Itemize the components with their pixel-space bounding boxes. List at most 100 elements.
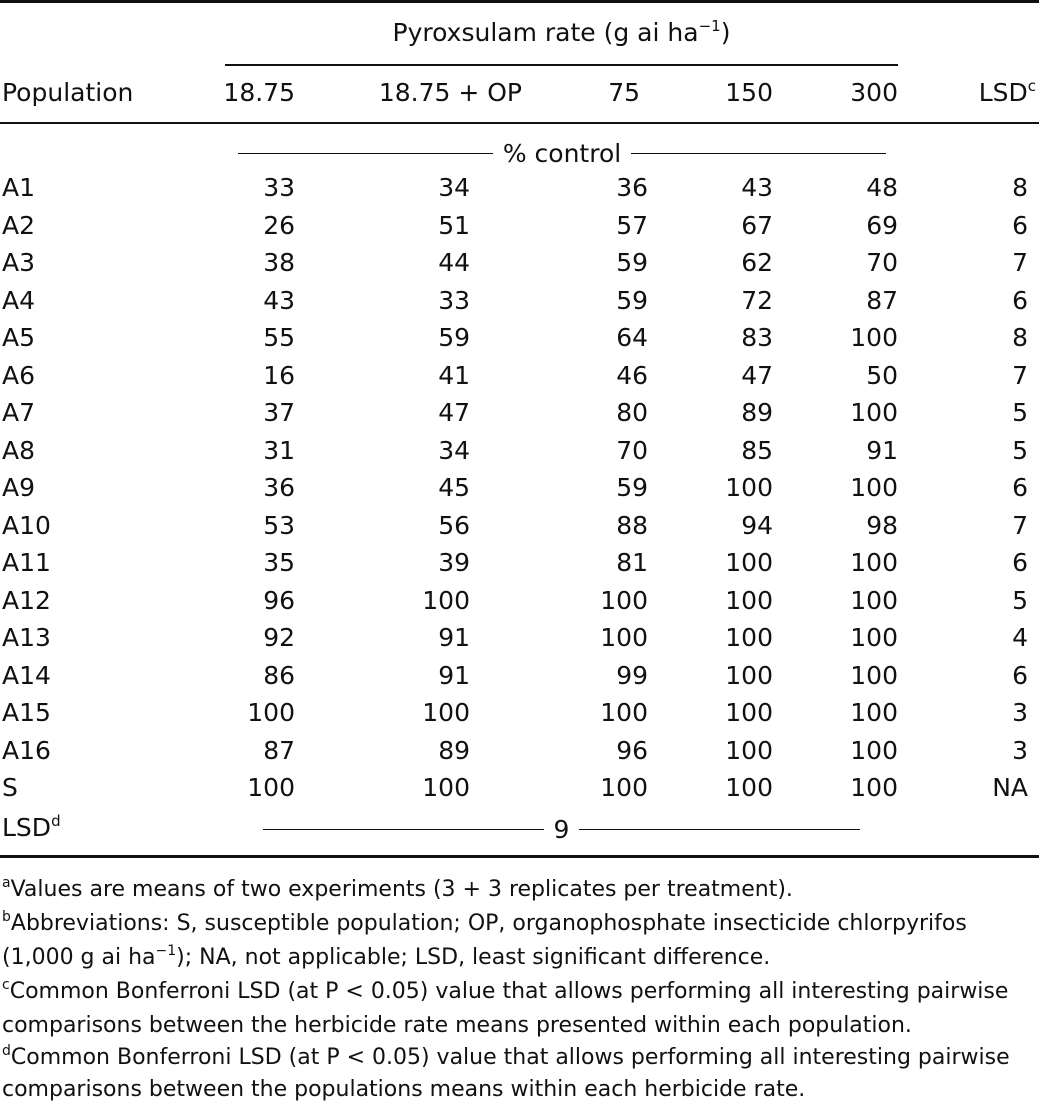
value-cell: 92: [263, 623, 295, 652]
header-lsd: LSDc: [978, 76, 1036, 107]
value-cell: 89: [438, 735, 470, 765]
header-population: Population: [2, 78, 134, 107]
value-cell: 16: [263, 360, 295, 390]
value-cell: 100: [850, 735, 898, 765]
dash-right: [579, 828, 860, 830]
value-cell: 100: [600, 585, 648, 615]
value-cell: 86: [263, 660, 295, 690]
value-cell: 100: [725, 473, 773, 502]
value-cell: 59: [616, 285, 648, 315]
value-cell: 55: [263, 323, 295, 352]
value-cell: 100: [247, 773, 295, 802]
population-cell: A16: [2, 735, 51, 765]
value-cell: 98: [866, 510, 898, 540]
table-row: S 100 100 100 100 100 NA: [0, 773, 1039, 810]
footnote-d: dCommon Bonferroni LSD (at P < 0.05) val…: [2, 1042, 1010, 1070]
value-cell: 59: [616, 473, 648, 502]
spanner-rule: [225, 64, 898, 66]
lsd-cell: 7: [1012, 360, 1028, 390]
table-row: A8 31 34 70 85 91 5: [0, 436, 1039, 473]
lsd-cell: 5: [1012, 435, 1028, 465]
value-cell: 87: [866, 285, 898, 315]
value-cell: 41: [438, 360, 470, 390]
value-cell: 48: [866, 173, 898, 202]
population-cell: A14: [2, 660, 51, 690]
spanner-heading: Pyroxsulam rate (g ai ha−1): [392, 16, 731, 47]
value-cell: 100: [850, 473, 898, 502]
value-cell: 96: [616, 735, 648, 765]
value-cell: 80: [616, 398, 648, 427]
footnote-b: bAbbreviations: S, susceptible populatio…: [2, 908, 967, 936]
value-cell: 67: [741, 210, 773, 240]
unit-label: % control: [502, 138, 622, 168]
value-cell: 100: [422, 773, 470, 802]
value-cell: 83: [741, 323, 773, 352]
table-row: A9 36 45 59 100 100 6: [0, 473, 1039, 510]
value-cell: 64: [616, 323, 648, 352]
unit-label-line: % control: [238, 138, 887, 168]
value-cell: 100: [422, 585, 470, 615]
value-cell: 100: [600, 623, 648, 652]
value-cell: 44: [438, 248, 470, 277]
value-cell: 100: [850, 548, 898, 577]
lsd-row-value: 9: [553, 814, 570, 844]
population-cell: A3: [2, 248, 36, 277]
value-cell: 96: [263, 585, 295, 615]
population-cell: A4: [2, 285, 36, 315]
value-cell: 100: [725, 585, 773, 615]
footnote-b-continued: (1,000 g ai ha−1); NA, not applicable; L…: [2, 942, 771, 970]
value-cell: 87: [263, 735, 295, 765]
table-row: A1 33 34 36 43 48 8: [0, 173, 1039, 210]
table-row: A7 37 47 80 89 100 5: [0, 398, 1039, 435]
lsd-row-label: LSDd: [2, 811, 61, 842]
footnote-a: aValues are means of two experiments (3 …: [2, 874, 793, 902]
value-cell: 37: [263, 398, 295, 427]
value-cell: 100: [247, 698, 295, 727]
header-rate-2: 18.75 + OP: [378, 78, 522, 107]
value-cell: 91: [438, 623, 470, 652]
lsd-cell: 6: [1012, 548, 1028, 577]
value-cell: 100: [600, 773, 648, 802]
table-row: A16 87 89 96 100 100 3: [0, 736, 1039, 773]
header-rule: [0, 122, 1039, 124]
lsd-cell: 6: [1012, 210, 1028, 240]
value-cell: 100: [725, 548, 773, 577]
value-cell: 100: [725, 735, 773, 765]
footnote-d-continued: comparisons between the populations mean…: [2, 1077, 806, 1102]
dash-right: [631, 152, 887, 154]
value-cell: 81: [616, 548, 648, 577]
value-cell: 59: [616, 248, 648, 277]
table-row: A12 96 100 100 100 100 5: [0, 586, 1039, 623]
value-cell: 35: [263, 548, 295, 577]
value-cell: 39: [438, 548, 470, 577]
value-cell: 31: [263, 435, 295, 465]
header-rate-1: 18.75: [223, 78, 295, 107]
lsd-cell: 4: [1012, 623, 1028, 652]
lsd-cell: 5: [1012, 398, 1028, 427]
table-row: A6 16 41 46 47 50 7: [0, 361, 1039, 398]
value-cell: 100: [850, 585, 898, 615]
value-cell: 100: [600, 698, 648, 727]
value-cell: 38: [263, 248, 295, 277]
value-cell: 94: [741, 510, 773, 540]
lsd-cell: 5: [1012, 585, 1028, 615]
value-cell: 43: [741, 173, 773, 202]
value-cell: 33: [438, 285, 470, 315]
value-cell: 62: [741, 248, 773, 277]
dash-left: [263, 828, 544, 830]
value-cell: 100: [850, 660, 898, 690]
value-cell: 100: [725, 660, 773, 690]
footnote-c-continued: comparisons between the herbicide rate m…: [2, 1013, 912, 1038]
population-cell: A9: [2, 473, 36, 502]
value-cell: 70: [866, 248, 898, 277]
population-cell: A10: [2, 510, 51, 540]
table-row: A13 92 91 100 100 100 4: [0, 623, 1039, 660]
value-cell: 59: [438, 323, 470, 352]
dash-left: [238, 152, 493, 154]
value-cell: 47: [438, 398, 470, 427]
value-cell: 100: [850, 623, 898, 652]
value-cell: 91: [438, 660, 470, 690]
value-cell: 85: [741, 435, 773, 465]
table-row: A4 43 33 59 72 87 6: [0, 286, 1039, 323]
lsd-cell: 3: [1012, 698, 1028, 727]
